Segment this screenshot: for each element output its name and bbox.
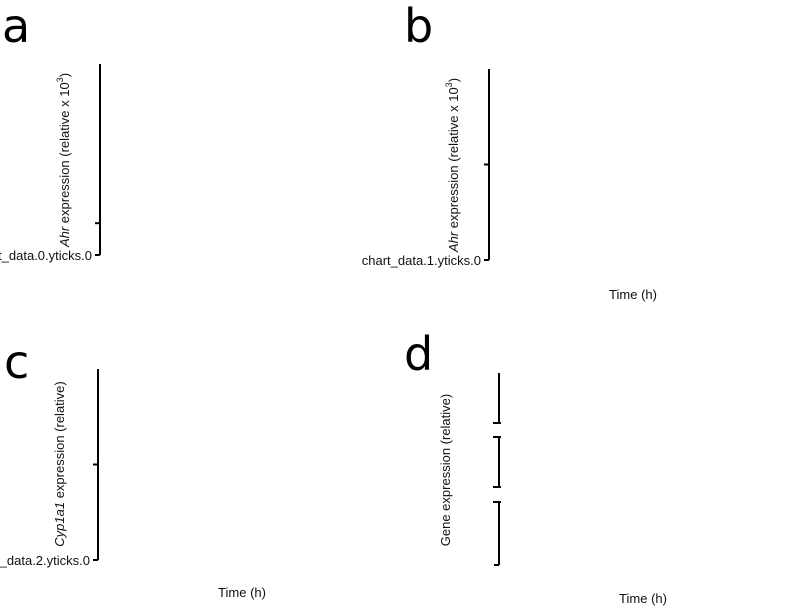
y-axis-label-b: Ahr expression (relative x 103) xyxy=(444,78,461,253)
y-axis-label-gene: Cyp1a1 xyxy=(52,502,67,547)
y-axis-label-a: Ahr expression (relative x 103) xyxy=(55,73,72,248)
y-axis-label-d: Gene expression (relative) xyxy=(438,394,453,546)
chart-marks: chart_data.0.yticks.0 chart_data.1.yticks… xyxy=(0,64,501,568)
y-axis-label-c: Cyp1a1 expression (relative) xyxy=(52,381,67,546)
y-axis-label-end: ) xyxy=(57,73,72,77)
panel-letter-c: c xyxy=(4,335,29,389)
y-axis-label-text: expression (relative x 10 xyxy=(446,87,461,232)
x-axis-label-c: Time (h) xyxy=(218,585,266,600)
panel-letter-a: a xyxy=(2,0,30,53)
y-axis-label-gene: Ahr xyxy=(57,226,72,248)
y-axis-label-text: expression (relative x 10 xyxy=(57,82,72,227)
y-axis-label-text: expression (relative) xyxy=(52,381,67,502)
panel-letter-d: d xyxy=(404,327,433,381)
y-tick-label: chart_data.1.yticks.0 xyxy=(362,253,481,268)
x-axis-label-b: Time (h) xyxy=(609,287,657,302)
y-tick-label: chart_data.0.yticks.0 xyxy=(0,248,92,263)
y-axis-label-exponent: 3 xyxy=(444,82,454,87)
y-axis-label-gene: Ahr xyxy=(446,231,461,253)
y-tick-label: chart_data.2.yticks.0 xyxy=(0,553,90,568)
panel-letter-b: b xyxy=(404,0,433,53)
y-axis-label-end: ) xyxy=(446,78,461,82)
y-axis-label-exponent: 3 xyxy=(55,77,65,82)
x-axis-label-d: Time (h) xyxy=(619,591,667,606)
